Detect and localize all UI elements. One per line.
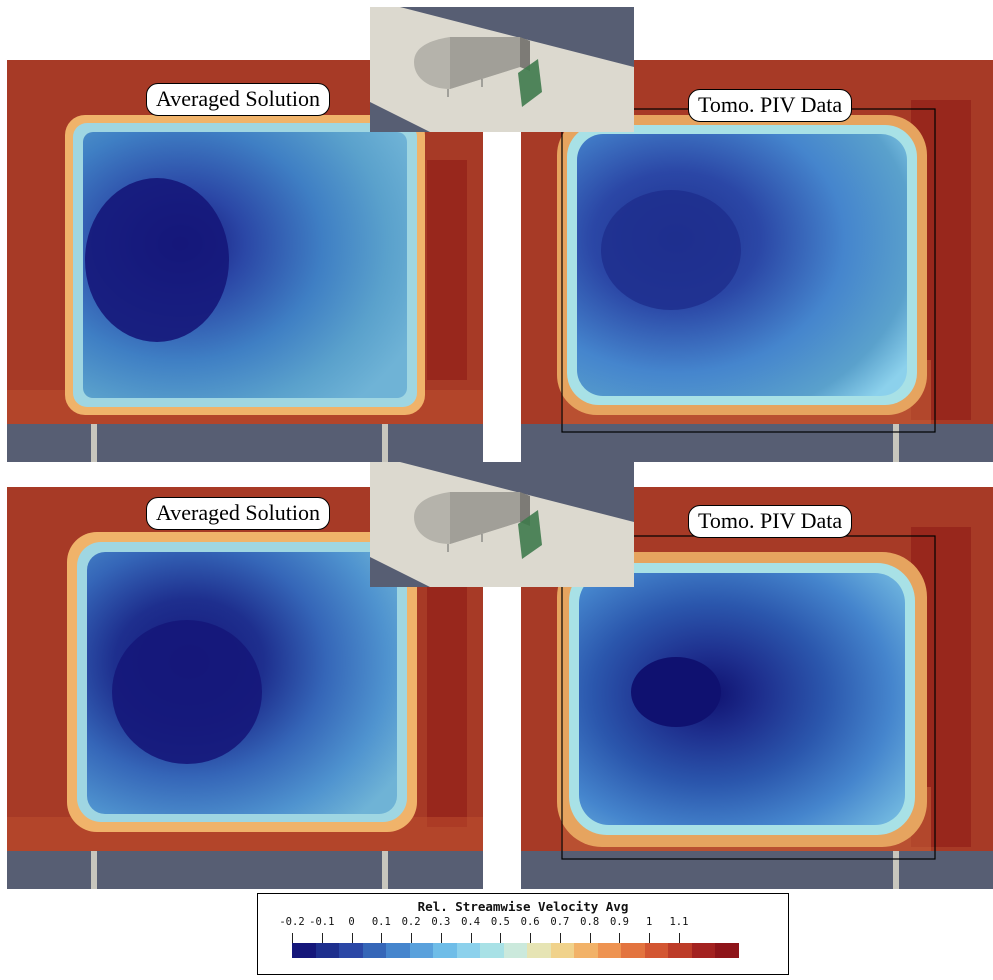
colorbar-tick-label: 0.9	[609, 916, 629, 928]
colorbar-swatch	[621, 943, 645, 958]
colorbar-swatch	[456, 943, 480, 958]
colorbar-tick-label: 0	[348, 916, 355, 928]
colorbar-swatch	[715, 943, 739, 958]
colorbar-swatch	[386, 943, 410, 958]
panel-top-right: Tomo. PIV Data	[521, 60, 993, 462]
colorbar-tick	[619, 933, 621, 943]
panel-label: Averaged Solution	[146, 83, 330, 116]
colorbar-tick	[292, 933, 293, 943]
colorbar-tick-label: 1.1	[669, 916, 689, 928]
colorbar-tick-label: -0.1	[309, 916, 335, 928]
panel-label: Averaged Solution	[146, 497, 330, 530]
colorbar-tick	[530, 933, 532, 943]
velocity-field-bottom-right	[521, 487, 993, 889]
colorbar-swatch	[644, 943, 668, 958]
vehicle-model-icon	[370, 462, 634, 587]
colorbar-tick	[440, 933, 442, 943]
panel-label: Tomo. PIV Data	[688, 89, 853, 122]
colorbar-tick-label: 0.1	[371, 916, 391, 928]
colorbar-tick-label: 0.5	[490, 916, 510, 928]
colorbar-tick	[678, 933, 680, 943]
colorbar-swatch	[668, 943, 692, 958]
colorbar-swatch	[597, 943, 621, 958]
velocity-field-top-right	[521, 60, 993, 462]
colorbar-tick-label: -0.2	[279, 916, 305, 928]
colorbar-swatch	[503, 943, 527, 958]
colorbar-swatch	[292, 943, 316, 958]
colorbar-tick-label: 0.4	[461, 916, 481, 928]
colorbar-legend: Rel. Streamwise Velocity Avg -0.2 -0.1 0 0.…	[257, 893, 789, 975]
colorbar-swatch	[433, 943, 457, 958]
vehicle-model-icon	[370, 7, 634, 132]
colorbar-tick	[649, 933, 651, 943]
colorbar-swatch	[691, 943, 715, 958]
measurement-plane-icon	[518, 59, 542, 107]
model-inset-top	[370, 7, 634, 132]
colorbar-swatch	[339, 943, 363, 958]
colorbar-tick-label: 0.7	[550, 916, 570, 928]
colorbar-title: Rel. Streamwise Velocity Avg	[417, 899, 629, 914]
colorbar-tick	[589, 933, 591, 943]
colorbar-swatch	[574, 943, 598, 958]
panel-bottom-right: Tomo. PIV Data	[521, 487, 993, 889]
colorbar-tick-label: 0.2	[401, 916, 421, 928]
panel-bottom-left: Averaged Solution	[7, 487, 483, 889]
colorbar-tick	[381, 933, 383, 943]
colorbar-tick-label: 1	[646, 916, 653, 928]
colorbar-swatch	[550, 943, 574, 958]
colorbar-tick-label: 0.3	[431, 916, 451, 928]
colorbar-swatch	[315, 943, 339, 958]
model-inset-bottom	[370, 462, 634, 587]
colorbar-swatch	[527, 943, 551, 958]
colorbar-swatch	[409, 943, 433, 958]
colorbar-tick	[411, 933, 413, 943]
panel-label: Tomo. PIV Data	[688, 505, 853, 538]
colorbar-tick	[500, 933, 502, 943]
colorbar-swatch	[480, 943, 504, 958]
colorbar-tick-label: 0.6	[520, 916, 540, 928]
measurement-plane-icon	[518, 510, 542, 559]
colorbar-tick	[470, 933, 472, 943]
colorbar-tick	[321, 933, 323, 943]
colorbar-swatches	[292, 943, 739, 958]
colorbar-tick	[351, 933, 353, 943]
colorbar-swatch	[362, 943, 386, 958]
colorbar-tick	[559, 933, 561, 943]
colorbar-tick-label: 0.8	[580, 916, 600, 928]
